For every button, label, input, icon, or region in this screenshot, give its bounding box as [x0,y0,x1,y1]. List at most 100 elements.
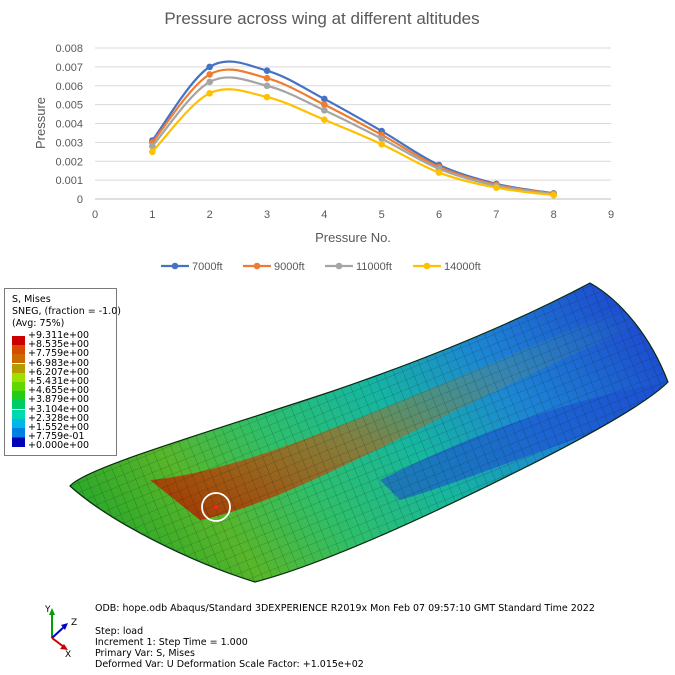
chart-title: Pressure across wing at different altitu… [164,9,479,28]
series-point [550,191,557,199]
legend-level-label: +2.328e+00 [28,412,90,424]
legend-level-label: +8.535e+00 [28,339,90,351]
triad-x-label: X [65,650,71,658]
series-point [321,106,328,114]
series-line [151,76,554,196]
step-info-line: Step: load [95,626,144,637]
series-9000ft [149,68,557,198]
legend-level-label: +6.983e+00 [28,357,90,369]
y-tick-label: 0.004 [55,119,83,131]
y-tick-label: 0.008 [55,43,83,55]
legend-color-swatch [12,345,25,355]
legend-title-line-1: S, Mises [12,294,51,305]
x-tick-label: 6 [436,209,442,221]
wing-mesh-surface [69,282,669,583]
series-point [206,78,213,86]
y-tick-label: 0.001 [55,175,83,187]
x-tick-label: 9 [608,209,614,221]
y-tick-label: 0 [77,194,83,206]
legend-title-line-2: SNEG, (fraction = -1.0) [12,306,121,317]
y-tick-label: 0.002 [55,156,83,168]
primary-var-info-line: Primary Var: S, Mises [95,648,195,659]
legend-level-label: +5.431e+00 [28,376,90,387]
axis-triad-icon: Y Z X [44,605,77,658]
series-point [321,116,328,124]
y-tick-label: 0.003 [55,137,83,149]
pressure-line-chart: Pressure across wing at different altitu… [33,9,614,273]
y-tick-label: 0.007 [55,62,83,74]
stress-hotspot-marker [201,492,231,522]
y-tick-label: 0.006 [55,81,83,93]
y-tick-label: 0.005 [55,100,83,112]
series-point [263,74,271,82]
legend-level-label: +9.311e+00 [28,330,90,341]
series-point [321,101,328,108]
series-point [378,135,385,142]
y-tick-labels: 0 0.001 0.002 0.003 0.004 0.005 0.006 0.007 0.00… [55,43,83,206]
chart-series [149,60,557,199]
wing-stress-contour-plot [69,282,669,583]
stress-contour-legend: S, Mises SNEG, (fraction = -1.0) (Avg: 7… [4,288,121,456]
series-point [149,148,156,156]
legend-marker [335,262,343,270]
legend-color-swatch [12,409,25,419]
legend-level-label: +7.759e-01 [28,431,85,443]
legend-color-swatch [12,382,25,391]
series-point [435,169,443,176]
x-tick-label: 7 [493,209,499,221]
legend-entry: 9000ft [243,261,305,273]
legend-marker [423,262,431,270]
legend-level-label: +1.552e+00 [28,422,90,433]
legend-label: 7000ft [192,261,223,273]
legend-color-swatch [12,391,25,401]
legend-color-swatch [12,438,25,448]
legend-marker [253,262,261,270]
series-point [263,93,271,101]
x-axis-label: Pressure No. [315,230,391,245]
odb-info-line: ODB: hope.odb Abaqus/Standard 3DEXPERIEN… [95,603,595,614]
legend-color-swatch [12,372,25,382]
legend-color-swatch [12,418,25,428]
legend-entry: 7000ft [161,261,223,273]
legend-level-label: +3.879e+00 [28,394,90,406]
legend-label: 14000ft [444,261,481,273]
chart-legend: 7000ft 9000ft 11000ft 14000ft [161,261,481,273]
legend-entry: 11000ft [325,261,392,273]
deformed-var-info-line: Deformed Var: U Deformation Scale Factor… [95,659,364,670]
x-tick-label: 4 [321,209,327,221]
legend-level-label: +6.207e+00 [28,366,90,378]
series-point [378,140,385,148]
x-tick-label: 0 [92,209,98,221]
series-point [206,90,213,97]
x-tick-label: 1 [149,209,155,221]
legend-marker [171,262,179,270]
series-point [206,71,213,78]
y-axis-label: Pressure [33,97,48,149]
legend-color-swatch [12,363,25,373]
series-point [493,184,500,191]
legend-label: 9000ft [274,261,305,273]
series-point [263,67,271,74]
legend-color-swatch [12,354,25,364]
legend-level-label: +3.104e+00 [28,403,90,415]
legend-level-label: +7.759e+00 [28,348,90,360]
triad-z-label: Z [71,618,77,628]
legend-color-swatch [12,336,25,345]
legend-color-swatch [12,428,25,437]
legend-level-label: +4.655e+00 [28,385,90,397]
stress-hotspot-dot [214,505,218,509]
legend-title-line-3: (Avg: 75%) [12,318,65,329]
series-point [149,142,156,150]
legend-color-swatch [12,400,25,410]
series-14000ft [149,88,557,199]
series-point [263,82,271,90]
increment-info-line: Increment 1: Step Time = 1.000 [95,637,248,648]
legend-level-label: +0.000e+00 [28,440,90,452]
triad-y-label: Y [44,605,51,615]
x-tick-label: 5 [379,209,385,221]
series-point [321,95,328,103]
x-tick-labels: 0 1 2 3 4 5 6 7 8 9 [92,209,614,221]
legend-entry: 14000ft [413,261,481,273]
x-tick-label: 3 [264,209,270,221]
series-point [206,63,213,71]
